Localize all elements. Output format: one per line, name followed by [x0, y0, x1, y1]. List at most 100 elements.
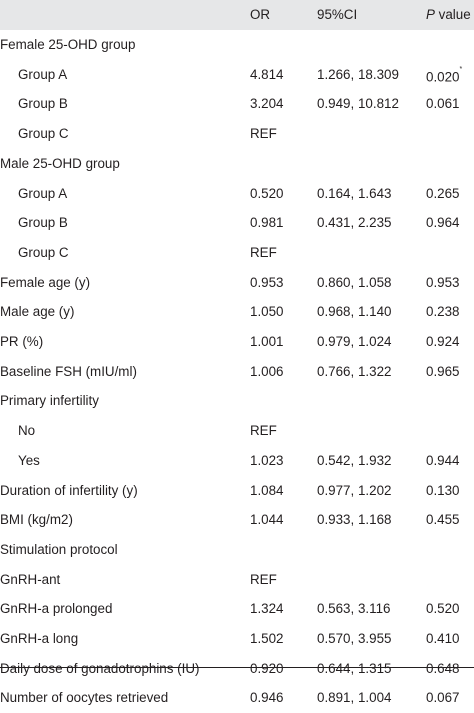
- confidence-interval: 0.570, 3.955: [317, 631, 392, 646]
- p-value: 0.924: [426, 334, 460, 349]
- significance-mark: *: [459, 65, 463, 73]
- p-value-cell: 0.020*: [426, 60, 462, 92]
- p-value-cell: 0.265: [426, 179, 460, 209]
- row-label: BMI (kg/m2): [0, 512, 73, 528]
- p-value-cell: 0.061: [426, 89, 460, 119]
- p-value-cell: 0.964: [426, 208, 460, 238]
- odds-ratio: 1.324: [250, 601, 284, 617]
- p-value: 0.944: [426, 452, 460, 468]
- table-row: Group A 4.814 1.266, 18.309 0.020*: [0, 60, 474, 90]
- confidence-interval: 0.766, 1.322: [317, 363, 392, 379]
- header-p-value: P value: [426, 0, 471, 30]
- row-label: Group A: [18, 185, 68, 201]
- p-value: 0.130: [426, 482, 460, 498]
- table-row: Female age (y) 0.953 0.860, 1.058 0.953: [0, 268, 474, 298]
- table-row: Primary infertility: [0, 386, 474, 416]
- odds-ratio: REF: [250, 244, 277, 260]
- confidence-interval: 0.164, 1.643: [317, 185, 392, 201]
- confidence-interval: 0.860, 1.058: [317, 274, 392, 290]
- odds-ratio: 0.953: [250, 274, 284, 290]
- table-row: GnRH-a prolonged 1.324 0.563, 3.116 0.520: [0, 594, 474, 624]
- row-label: Group B: [18, 96, 68, 112]
- p-value-cell: 0.455: [426, 505, 460, 535]
- row-label: Group B: [18, 215, 68, 231]
- p-value-cell: 0.238: [426, 297, 460, 327]
- row-label: Stimulation protocol: [0, 541, 118, 557]
- table-row: Group B 3.204 0.949, 10.812 0.061: [0, 89, 474, 119]
- confidence-interval: 1.266, 18.309: [317, 66, 399, 82]
- table-row: Group C REF: [0, 119, 474, 149]
- p-value: 0.265: [426, 185, 460, 201]
- table-row: GnRH-ant REF: [0, 565, 474, 595]
- p-value-cell: 0.924: [426, 327, 460, 357]
- odds-ratio: 1.044: [250, 512, 284, 528]
- odds-ratio: 0.520: [250, 185, 284, 201]
- odds-ratio: REF: [250, 423, 277, 439]
- header-or: OR: [250, 7, 271, 22]
- confidence-interval: 0.968, 1.140: [317, 304, 392, 320]
- odds-ratio: 1.006: [250, 363, 284, 379]
- row-label: Female 25-OHD group: [0, 37, 136, 52]
- row-label: Group C: [18, 244, 69, 260]
- row-label: GnRH-a prolonged: [0, 601, 113, 617]
- p-value: 0.520: [426, 601, 460, 617]
- odds-ratio: REF: [250, 126, 277, 142]
- p-value: 0.238: [426, 304, 460, 320]
- header-ci: 95%CI: [317, 7, 358, 22]
- confidence-interval: 0.933, 1.168: [317, 512, 392, 528]
- table-row: Number of oocytes retrieved 0.946 0.891, 1…: [0, 683, 474, 713]
- p-value-cell: 0.067: [426, 683, 460, 713]
- odds-ratio: 0.946: [250, 690, 284, 706]
- p-value-cell: 0.130: [426, 476, 460, 506]
- table-header: OR 95%CI P value: [0, 0, 474, 30]
- p-value-cell: 0.965: [426, 357, 460, 387]
- confidence-interval: 0.542, 1.932: [317, 452, 392, 468]
- table-row: Group C REF: [0, 238, 474, 268]
- row-label: Male 25-OHD group: [0, 155, 120, 171]
- header-p-letter: P: [426, 7, 435, 22]
- row-label: No: [18, 423, 36, 439]
- odds-ratio: REF: [250, 571, 277, 587]
- p-value: 0.067: [426, 690, 460, 706]
- row-label: Duration of infertility (y): [0, 482, 138, 498]
- p-value: 0.061: [426, 96, 460, 112]
- p-value: 0.410: [426, 631, 460, 646]
- p-value: 0.953: [426, 274, 460, 290]
- table-row: PR (%) 1.001 0.979, 1.024 0.924: [0, 327, 474, 357]
- confidence-interval: 0.431, 2.235: [317, 215, 392, 231]
- confidence-interval: 0.891, 1.004: [317, 690, 392, 706]
- row-label: Primary infertility: [0, 393, 99, 409]
- p-value: 0.965: [426, 363, 460, 379]
- row-label: Baseline FSH (mIU/ml): [0, 363, 137, 379]
- odds-ratio: 1.084: [250, 482, 284, 498]
- confidence-interval: 0.949, 10.812: [317, 96, 399, 112]
- table-row: Group A 0.520 0.164, 1.643 0.265: [0, 179, 474, 209]
- table-row: Duration of infertility (y) 1.084 0.977, 1…: [0, 476, 474, 506]
- row-label: Male age (y): [0, 304, 75, 320]
- row-label: Female age (y): [0, 274, 91, 290]
- p-value-cell: 0.953: [426, 268, 460, 298]
- row-label: Group C: [18, 126, 69, 142]
- row-label: Yes: [18, 452, 40, 468]
- table-row: Female 25-OHD group: [0, 30, 474, 60]
- odds-ratio: 1.050: [250, 304, 284, 320]
- row-label: Number of oocytes retrieved: [0, 690, 169, 706]
- p-value: 0.648: [426, 660, 460, 676]
- table-row: BMI (kg/m2) 1.044 0.933, 1.168 0.455: [0, 505, 474, 535]
- row-label: Group A: [18, 66, 68, 82]
- odds-ratio: 3.204: [250, 96, 284, 112]
- confidence-interval: 0.979, 1.024: [317, 334, 392, 349]
- table-row: Baseline FSH (mIU/ml) 1.006 0.766, 1.322 0.…: [0, 357, 474, 387]
- table-row: Yes 1.023 0.542, 1.932 0.944: [0, 446, 474, 476]
- odds-ratio: 0.981: [250, 215, 284, 231]
- table-row: Stimulation protocol: [0, 535, 474, 565]
- table-row: GnRH-a long 1.502 0.570, 3.955 0.410: [0, 624, 474, 654]
- confidence-interval: 0.977, 1.202: [317, 482, 392, 498]
- p-value: 0.455: [426, 512, 460, 528]
- table-row: No REF: [0, 416, 474, 446]
- p-value-cell: 0.944: [426, 446, 460, 476]
- p-value: 0.964: [426, 215, 460, 231]
- row-label: GnRH-a long: [0, 631, 79, 646]
- odds-ratio: 1.001: [250, 334, 284, 349]
